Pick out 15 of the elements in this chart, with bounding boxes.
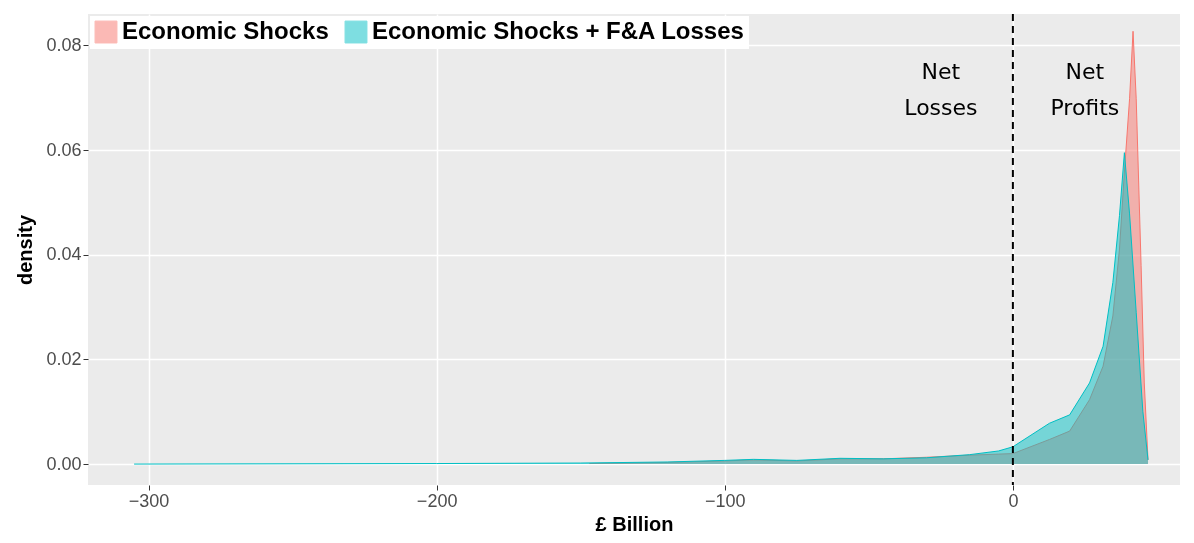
annotation: Net Profits: [1050, 59, 1120, 120]
x-tick-label: 0: [1008, 490, 1019, 511]
y-tick-label: 0.08: [46, 34, 82, 55]
x-tick-label: −100: [704, 490, 746, 511]
x-tick-label: −200: [416, 490, 458, 511]
y-tick-label: 0.02: [46, 348, 82, 369]
y-axis-title: density: [14, 214, 37, 286]
y-tick-label: 0.06: [46, 139, 82, 160]
legend-label: Economic Shocks + F&A Losses: [372, 17, 744, 45]
y-tick-label: 0.04: [46, 244, 82, 265]
annotation: Net Losses: [904, 59, 978, 120]
x-tick-label: −300: [128, 490, 170, 511]
y-tick-label: 0.00: [46, 453, 82, 474]
legend-label: Economic Shocks: [122, 17, 329, 45]
x-axis-title: £ Billion: [595, 512, 674, 535]
